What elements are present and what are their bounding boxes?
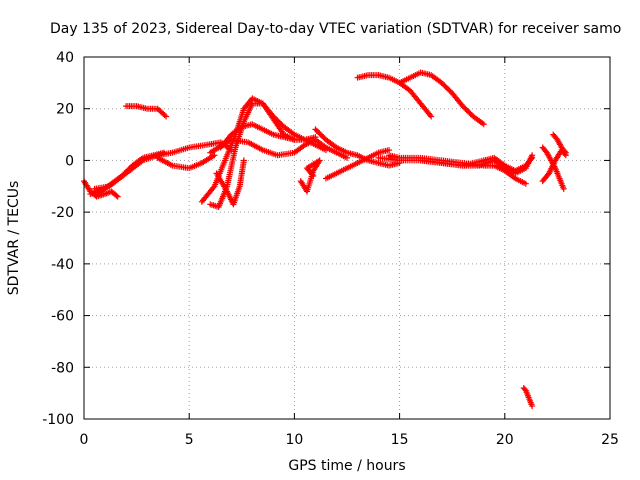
y-tick-label: -40 <box>51 257 74 273</box>
series-arc10 <box>207 136 350 161</box>
series-arc21 <box>550 131 569 156</box>
data-point <box>114 193 121 200</box>
data-point <box>344 154 350 161</box>
data-point <box>163 113 170 120</box>
data-point <box>309 171 316 178</box>
data-point <box>211 152 218 159</box>
y-tick-label: 0 <box>65 153 74 169</box>
series-arc5 <box>154 152 218 172</box>
data-point <box>561 148 568 155</box>
series-arc11 <box>297 157 323 195</box>
x-tick-label: 20 <box>496 432 514 448</box>
data-point <box>529 403 536 410</box>
series-arc4 <box>123 103 170 120</box>
plot-frame <box>83 56 611 420</box>
grid-lines <box>84 57 610 419</box>
series-arc13 <box>322 147 393 182</box>
series-arc14 <box>354 72 435 120</box>
x-axis-label: GPS time / hours <box>288 458 405 474</box>
y-tick-label: -100 <box>42 412 74 428</box>
x-tick-label: 25 <box>601 432 619 448</box>
y-tick-label: 40 <box>56 50 74 66</box>
data-point <box>560 185 567 192</box>
y-axis-label: SDTVAR / TECUs <box>6 181 22 296</box>
data-point <box>428 113 435 120</box>
y-tick-label: 20 <box>56 102 74 118</box>
y-tick-label: -60 <box>51 309 74 325</box>
data-point <box>522 180 529 187</box>
x-tick-label: 10 <box>285 432 303 448</box>
data-point <box>310 172 317 179</box>
data-point <box>529 152 536 159</box>
series-arc19 <box>539 144 567 192</box>
data-point <box>562 149 569 156</box>
x-tick-label: 0 <box>80 432 89 448</box>
data-point <box>113 192 120 199</box>
data-point <box>521 386 528 393</box>
chart-title: Day 135 of 2023, Sidereal Day-to-day VTE… <box>50 21 621 37</box>
y-tick-label: -20 <box>51 205 74 221</box>
data-point <box>386 147 393 154</box>
data-point <box>480 121 487 128</box>
x-tick-label: 15 <box>391 432 409 448</box>
x-tick-label: 5 <box>185 432 194 448</box>
axis-ticks: 0 5 10 15 20 25 -100 -80 -60 -40 -20 0 20 40 <box>42 50 619 448</box>
series-arc3 <box>91 139 235 192</box>
y-tick-label: -80 <box>51 360 74 376</box>
series-arc15 <box>396 69 487 128</box>
data-point <box>240 157 247 164</box>
series-arc8 <box>213 157 247 208</box>
series-arc18 <box>417 152 536 177</box>
data-points <box>81 69 569 410</box>
series-arc1 <box>81 178 121 200</box>
series-arc22 <box>520 384 536 410</box>
